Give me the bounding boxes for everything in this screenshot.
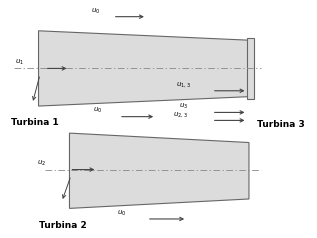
Text: $u_2$: $u_2$: [37, 159, 46, 168]
Text: Turbina 3: Turbina 3: [257, 120, 304, 129]
Text: $u_0$: $u_0$: [117, 208, 127, 218]
Polygon shape: [39, 31, 249, 106]
Text: $u_1$: $u_1$: [15, 58, 24, 67]
Polygon shape: [247, 38, 254, 99]
Text: Turbina 1: Turbina 1: [11, 118, 58, 127]
Text: $u_{2,3}$: $u_{2,3}$: [173, 110, 188, 119]
Text: $u_{1,3}$: $u_{1,3}$: [176, 80, 191, 89]
Text: $u_3$: $u_3$: [179, 102, 189, 111]
Text: $u_0$: $u_0$: [91, 6, 100, 15]
Text: $u_0$: $u_0$: [93, 106, 102, 115]
Text: Turbina 2: Turbina 2: [39, 221, 86, 230]
Polygon shape: [69, 133, 249, 208]
